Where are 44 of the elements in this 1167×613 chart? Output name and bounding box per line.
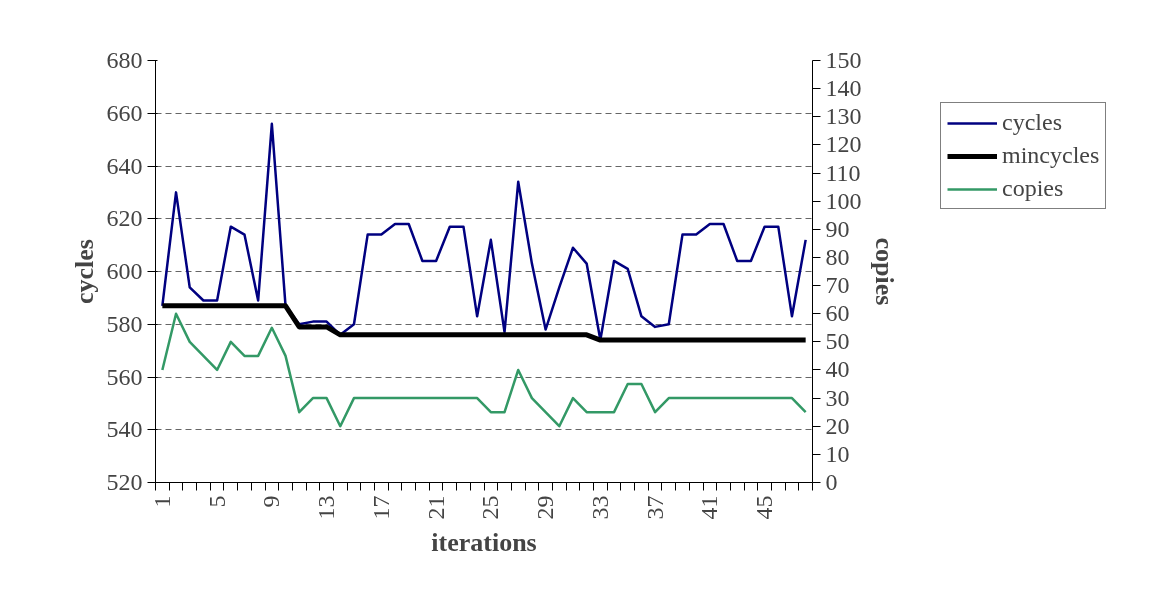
y2-tick-label: 130 <box>825 103 862 130</box>
y-axis-title: cycles <box>69 239 99 304</box>
x-tick-label: 37 <box>641 495 668 520</box>
y2-axis-title: copies <box>869 237 899 306</box>
x-tick-label: 33 <box>586 495 613 520</box>
x-tick-label: 21 <box>422 495 449 520</box>
y2-tick-label: 20 <box>825 412 850 439</box>
y2-tick-label: 150 <box>825 47 862 73</box>
x-tick-label: 29 <box>532 495 559 520</box>
y-tick-label: 580 <box>106 310 143 337</box>
x-tick-label: 25 <box>477 495 504 520</box>
y2-tick-label: 30 <box>825 384 850 411</box>
y-tick-label: 660 <box>106 99 143 126</box>
y2-tick-label: 100 <box>825 187 862 214</box>
y2-tick-label: 0 <box>825 469 838 495</box>
y2-tick-label: 70 <box>825 272 850 299</box>
y-tick-label: 680 <box>106 47 143 73</box>
y2-tick-label: 80 <box>825 243 850 270</box>
line-series <box>161 312 807 428</box>
y2-tick-label: 50 <box>825 328 850 355</box>
y2-tick-label: 60 <box>825 300 850 327</box>
y2-tick-label: 40 <box>825 356 850 383</box>
legend-label: cycles <box>1002 109 1062 136</box>
x-axis-title: iterations <box>431 527 537 557</box>
y-tick-label: 520 <box>106 469 143 495</box>
y2-tick-label: 140 <box>825 75 862 102</box>
legend-label: mincycles <box>1002 142 1100 169</box>
x-tick-label: 41 <box>696 495 723 520</box>
y-tick-label: 620 <box>106 205 143 232</box>
x-tick-label: 5 <box>203 495 230 508</box>
y-tick-label: 600 <box>106 258 143 284</box>
x-tick-label: 1 <box>148 495 175 508</box>
legend-label: copies <box>1002 175 1064 202</box>
x-tick-label: 17 <box>367 495 394 520</box>
y-tick-label: 540 <box>106 416 143 443</box>
y2-tick-label: 110 <box>825 159 861 186</box>
x-tick-label: 13 <box>313 495 340 520</box>
x-tick-label: 9 <box>258 495 285 508</box>
x-tick-label: 45 <box>751 495 778 520</box>
y-tick-label: 560 <box>106 363 143 390</box>
y2-tick-label: 120 <box>825 131 862 158</box>
y-tick-label: 640 <box>106 152 143 179</box>
y2-tick-label: 10 <box>825 440 850 467</box>
y2-tick-label: 90 <box>825 215 850 242</box>
